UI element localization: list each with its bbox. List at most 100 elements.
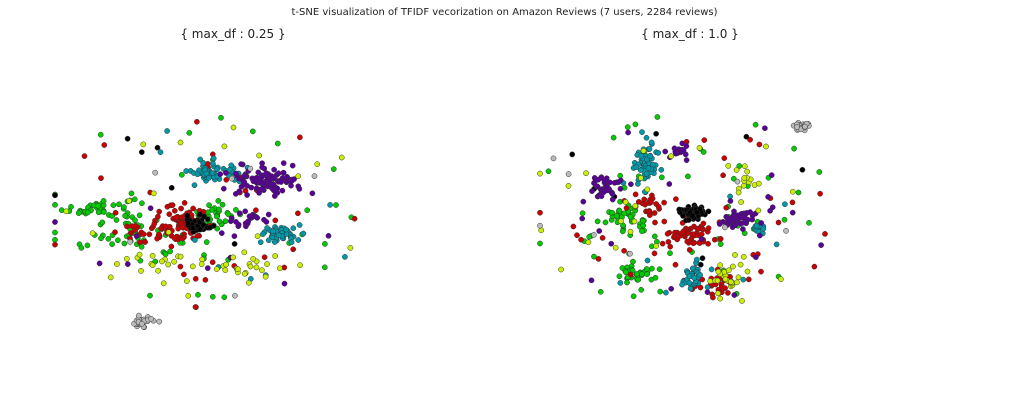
scatter-point	[166, 223, 173, 230]
scatter-point	[735, 274, 742, 281]
scatter-point	[599, 235, 606, 241]
scatter-point	[272, 253, 279, 259]
scatter-point	[173, 214, 179, 221]
scatter-point	[639, 228, 645, 234]
scatter-point	[241, 249, 248, 256]
scatter-point	[256, 152, 263, 159]
scatter-point	[154, 235, 160, 242]
scatter-point	[627, 271, 634, 278]
scatter-point	[686, 247, 693, 253]
scatter-point	[673, 196, 679, 202]
scatter-point	[52, 201, 58, 208]
scatter-point	[295, 173, 302, 180]
scatter-point	[124, 135, 131, 142]
scatter-point	[232, 292, 238, 299]
scatter-point	[142, 239, 148, 245]
scatter-point	[149, 262, 156, 269]
scatter-point	[259, 267, 265, 274]
scatter-point	[181, 271, 187, 278]
scatter-point	[659, 240, 666, 247]
scatter-point	[715, 268, 722, 275]
scatter-point	[637, 167, 644, 173]
scatter-point	[611, 179, 618, 186]
scatter-series-1-0	[537, 114, 823, 300]
scatter-point	[52, 241, 58, 248]
scatter-point	[218, 230, 225, 236]
scatter-point	[740, 276, 747, 283]
scatter-point	[309, 190, 316, 197]
scatter-point	[644, 186, 651, 193]
scatter-point	[695, 226, 702, 232]
scatter-point	[271, 239, 278, 245]
scatter-point	[704, 284, 711, 291]
scatter-point	[280, 169, 287, 176]
scatter-point	[263, 219, 270, 225]
scatter-point	[740, 253, 747, 260]
scatter-point	[704, 289, 711, 296]
scatter-point	[701, 137, 708, 143]
scatter-point	[595, 256, 602, 262]
scatter-point	[762, 125, 768, 132]
scatter-point	[707, 278, 714, 284]
scatter-point	[124, 223, 130, 230]
scatter-point	[633, 271, 640, 277]
scatter-point	[689, 265, 696, 272]
scatter-point	[171, 235, 178, 242]
scatter-point	[115, 237, 121, 244]
scatter-point	[314, 161, 321, 168]
scatter-point	[737, 261, 744, 268]
scatter-point	[190, 205, 196, 212]
scatter-point	[256, 190, 262, 196]
scatter-point	[691, 275, 698, 281]
scatter-point	[250, 178, 257, 185]
scatter-point	[228, 175, 235, 182]
scatter-point	[652, 219, 658, 226]
scatter-point	[157, 149, 164, 156]
scatter-point	[185, 292, 192, 299]
scatter-point	[646, 208, 653, 215]
scatter-point	[585, 239, 592, 246]
scatter-point	[112, 209, 119, 216]
scatter-point	[781, 216, 788, 223]
scatter-point	[609, 196, 616, 203]
scatter-point	[755, 207, 762, 214]
scatter-point	[139, 200, 145, 207]
scatter-point	[641, 196, 648, 203]
scatter-series-1-6	[537, 119, 812, 257]
scatter-point	[238, 183, 245, 190]
scatter-point	[138, 268, 144, 274]
scatter-point	[638, 286, 645, 293]
scatter-point	[654, 114, 661, 120]
scatter-point	[816, 169, 823, 175]
scatter-point	[623, 269, 629, 276]
scatter-point	[698, 236, 705, 242]
scatter-point	[107, 274, 114, 281]
scatter-point	[197, 211, 203, 218]
scatter-point	[220, 185, 227, 192]
scatter-point	[250, 256, 256, 262]
scatter-point	[588, 277, 595, 284]
scatter-point	[209, 259, 216, 266]
scatter-point	[633, 164, 640, 171]
scatter-point	[623, 205, 630, 211]
scatter-point	[700, 149, 707, 155]
scatter-point	[177, 139, 184, 146]
scatter-point	[203, 170, 210, 177]
scatter-point	[52, 229, 58, 236]
scatter-point	[652, 274, 659, 281]
scatter-point	[206, 202, 212, 209]
scatter-point	[178, 220, 185, 227]
scatter-point	[630, 258, 636, 265]
scatter-point	[98, 235, 104, 242]
scatter-point	[209, 293, 216, 300]
scatter-point	[165, 261, 172, 268]
scatter-point	[586, 233, 593, 240]
scatter-point	[151, 220, 158, 227]
scatter-point	[238, 161, 244, 167]
scatter-point	[197, 226, 203, 233]
scatter-point	[149, 252, 156, 259]
scatter-point	[756, 232, 763, 239]
scatter-point	[300, 230, 307, 237]
scatter-point	[683, 157, 690, 163]
scatter-point	[262, 273, 269, 280]
